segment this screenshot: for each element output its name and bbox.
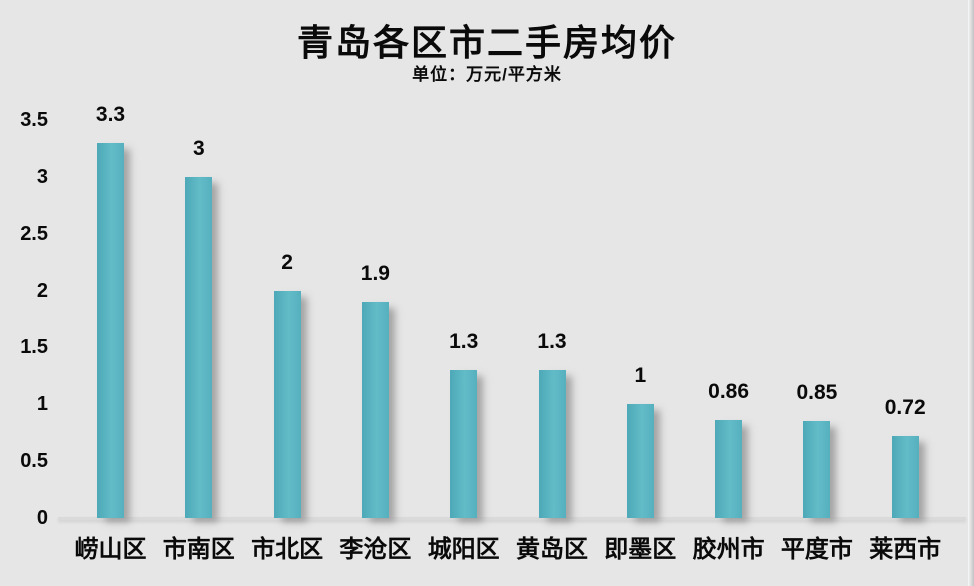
- y-axis-tick-label: 1.5: [20, 336, 48, 359]
- bar-value-label: 1: [634, 364, 647, 388]
- x-axis-label: 市南区: [162, 536, 235, 563]
- x-axis-label: 市北区: [251, 536, 324, 563]
- y-axis-tick-label: 2.5: [20, 222, 48, 245]
- x-axis-label: 城阳区: [427, 536, 500, 563]
- y-axis-tick-label: 0: [36, 507, 48, 529]
- x-axis-label: 黄岛区: [516, 536, 588, 563]
- y-axis-tick-label: 3: [36, 165, 48, 188]
- bar-value-label: 0.85: [796, 381, 838, 405]
- bar-value-label: 1.3: [449, 330, 479, 354]
- chart-subtitle: 单位：万元/平方米: [412, 65, 562, 84]
- bar: [361, 301, 389, 518]
- bar-value-label: 0.86: [708, 380, 750, 404]
- x-axis-label: 即墨区: [604, 536, 677, 563]
- bar: [715, 420, 743, 518]
- x-axis-label: 平度市: [780, 536, 853, 563]
- screenshot-right-edge: [968, 0, 974, 586]
- x-axis-label: 莱西市: [869, 536, 942, 563]
- bar: [273, 290, 301, 518]
- bar-value-label: 3.3: [95, 102, 126, 126]
- chart-title: 青岛各区市二手房均价: [296, 22, 677, 63]
- bar-value-label: 1.3: [537, 330, 567, 354]
- y-axis-tick-label: 2: [36, 279, 48, 302]
- bar: [97, 142, 124, 518]
- bar: [891, 436, 919, 518]
- x-axis-label: 李沧区: [339, 536, 412, 563]
- y-axis-tick-label: 0.5: [20, 450, 48, 473]
- bar-value-label: 2: [281, 250, 293, 274]
- x-axis-line: [58, 517, 966, 520]
- bar: [803, 421, 831, 518]
- y-axis-tick-label: 1: [36, 393, 48, 416]
- bar: [185, 176, 213, 518]
- x-axis-label: 胶州市: [692, 536, 765, 563]
- bar-value-label: 3: [192, 136, 205, 160]
- bar: [626, 404, 654, 518]
- bar: [450, 370, 478, 518]
- bar-value-label: 1.9: [360, 261, 390, 285]
- bar: [538, 370, 566, 518]
- x-axis-label: 崂山区: [74, 536, 147, 563]
- bar-value-label: 0.72: [884, 396, 926, 420]
- y-axis-tick-label: 3.5: [20, 109, 48, 131]
